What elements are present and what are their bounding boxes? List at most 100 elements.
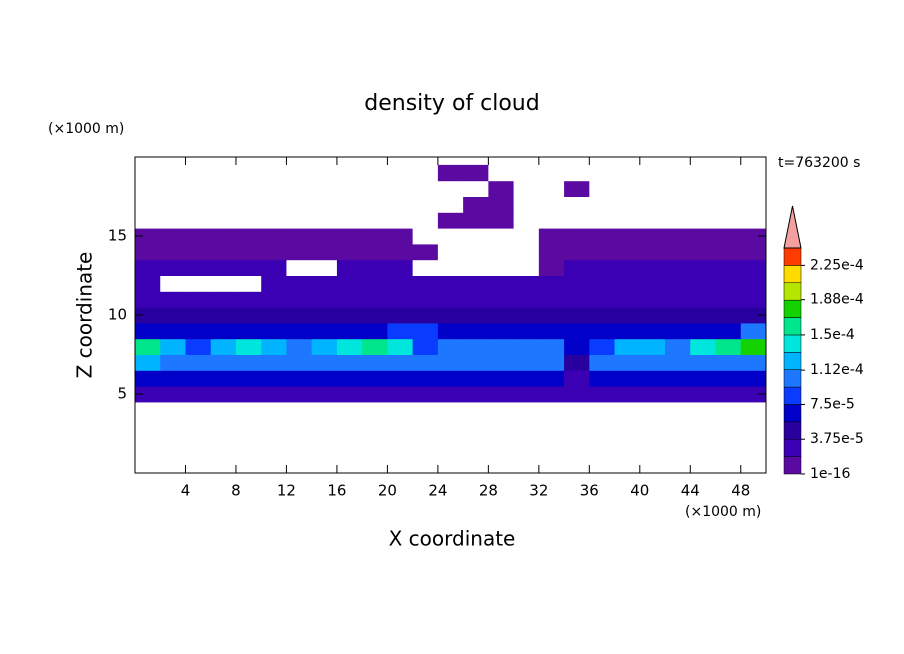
contour-cell [336,180,363,197]
contour-cell [488,243,515,261]
contour-cell [135,291,161,308]
contour-cell [715,386,742,403]
contour-cell [690,354,717,371]
contour-cell [286,259,313,276]
colorbar-tick-label: 1.12e-4 [810,362,864,378]
contour-cell [463,370,489,387]
contour-cell [463,291,489,308]
contour-cell [210,275,237,292]
contour-cell [336,196,363,213]
contour-cell [412,338,439,355]
colorbar-box [783,317,802,336]
contour-cell [690,259,717,276]
contour-cell [135,164,161,182]
contour-cell [589,228,616,245]
contour-cell [160,259,186,276]
contour-cell [412,386,439,403]
contour-cell [437,196,464,213]
contour-cell [740,291,767,308]
contour-cell [412,307,439,324]
contour-cell [235,307,262,324]
contour-cell [210,164,237,182]
contour-cell [437,338,464,355]
contour-cell [336,338,363,355]
contour-cell [564,322,590,340]
contour-cell [336,307,363,324]
contour-cell [336,386,363,403]
contour-cell [437,259,464,276]
contour-cell [336,212,363,229]
contour-cell [261,338,287,355]
contour-cell [437,164,464,182]
x-tick-label: 24 [428,482,447,500]
contour-cell [740,386,767,403]
contour-cell [135,338,161,355]
contour-cell [564,228,590,245]
contour-cell [589,354,616,371]
colorbar-tick-label: 1.88e-4 [810,292,864,308]
contour-cell [387,354,414,371]
contour-cell [387,164,414,182]
contour-cell [463,322,489,340]
contour-cell [513,291,540,308]
contour-cell [665,196,691,213]
contour-cell [286,386,313,403]
contour-cell [437,180,464,197]
contour-cell [639,370,666,387]
contour-cell [261,228,287,245]
contour-cell [463,164,489,182]
contour-cell [336,354,363,371]
contour-cell [564,212,590,229]
contour-cell [740,259,767,276]
contour-cell [665,180,691,197]
contour-cell [210,370,237,387]
contour-cell [614,196,641,213]
contour-cell [538,180,565,197]
y-unit: (×1000 m) [48,121,124,137]
contour-cell [589,212,616,229]
contour-cell [286,243,313,261]
contour-cell [463,180,489,197]
contour-cell [311,354,338,371]
contour-cell [614,212,641,229]
contour-cell [286,228,313,245]
contour-cell [564,307,590,324]
contour-cell [210,338,237,355]
contour-cell [362,275,388,292]
contour-cell [715,243,742,261]
colorbar-box [783,265,802,284]
contour-cell [715,164,742,182]
x-tick-label: 8 [231,482,241,500]
contour-cell [235,196,262,213]
contour-cell [589,243,616,261]
contour-cell [589,370,616,387]
x-tick-label: 48 [731,482,750,500]
contour-cell [362,354,388,371]
contour-cell [210,243,237,261]
y-tick-label: 15 [108,227,127,245]
x-tick-label: 44 [681,482,700,500]
colorbar-tick-label: 1e-16 [810,466,850,482]
contour-cell [336,228,363,245]
contour-cell [740,196,767,213]
contour-cell [740,180,767,197]
contour-cell [412,243,439,261]
contour-cell [185,196,212,213]
colorbar-box [783,386,802,405]
colorbar-tick-label: 1.5e-4 [810,327,855,343]
x-tick-label: 12 [277,482,296,500]
contour-cell [160,212,186,229]
contour-cell [185,338,212,355]
contour-cell [488,275,515,292]
contour-cell [564,259,590,276]
contour-cell [387,386,414,403]
contour-cell [639,259,666,276]
contour-cell [160,370,186,387]
contour-cell [665,243,691,261]
contour-cell [614,322,641,340]
contour-cell [589,196,616,213]
contour-cell [639,164,666,182]
contour-cell [437,322,464,340]
contour-cell [135,259,161,276]
contour-cell [614,180,641,197]
